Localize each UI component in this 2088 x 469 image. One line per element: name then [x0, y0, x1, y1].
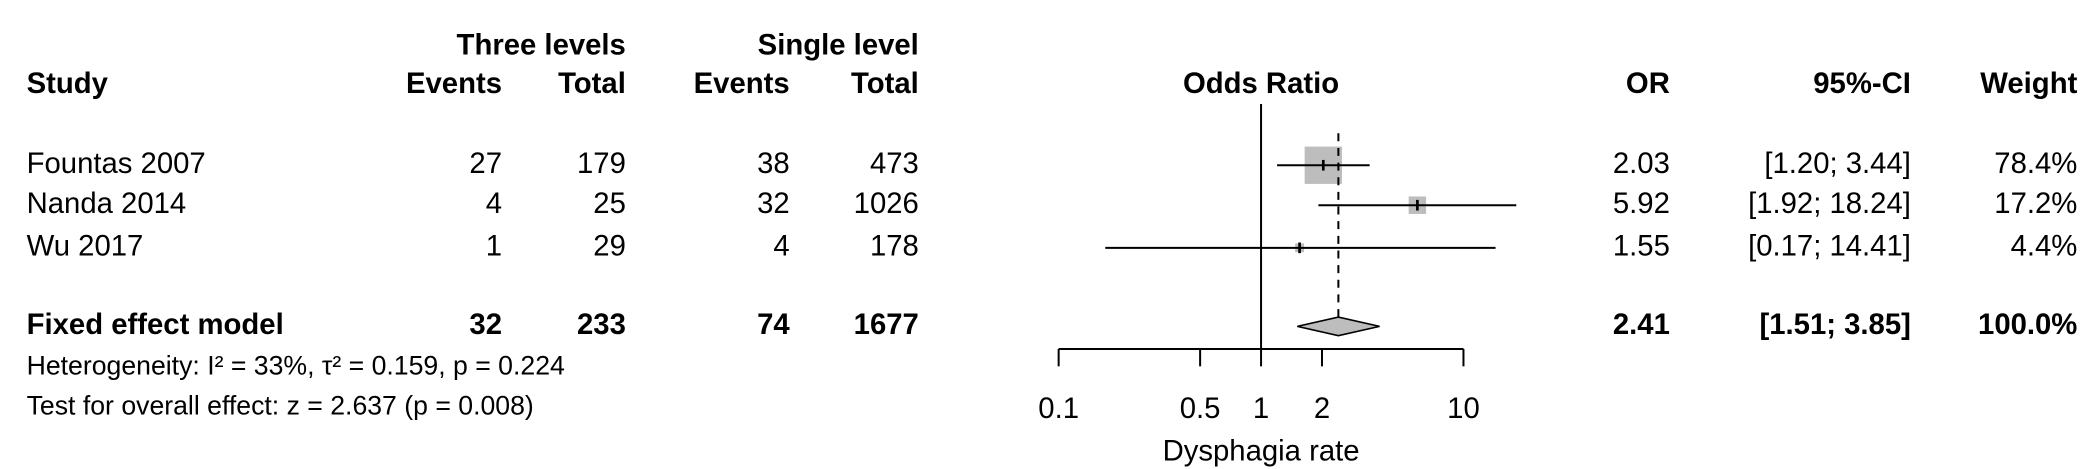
heterogeneity: Heterogeneity: I² = 33%, τ² = 0.159, p =… [27, 351, 565, 381]
cell: [1.92; 18.24] [1748, 187, 1911, 220]
cell: 29 [593, 230, 626, 263]
cell: Nanda 2014 [27, 187, 187, 220]
cell: 32 [757, 187, 790, 220]
group-header: Three levels [457, 28, 626, 61]
x-tick-label: 0.5 [1180, 392, 1221, 425]
cell: 32 [469, 308, 502, 341]
column-header: Events [406, 67, 502, 100]
cell: 27 [469, 147, 502, 180]
cell: 2.03 [1613, 147, 1670, 180]
cell: 5.92 [1613, 187, 1670, 220]
column-header: Odds Ratio [1183, 67, 1339, 100]
column-header: Study [27, 67, 109, 100]
x-tick-label: 10 [1447, 392, 1480, 425]
cell: 4.4% [2011, 230, 2078, 263]
cell: 473 [870, 147, 919, 180]
cell: 4 [486, 187, 502, 220]
cell: 25 [593, 187, 626, 220]
column-header: Total [558, 67, 626, 100]
pooled-diamond [1297, 316, 1380, 337]
overall-effect: Test for overall effect: z = 2.637 (p = … [27, 391, 534, 421]
cell: 1.55 [1613, 230, 1670, 263]
cell: 78.4% [1994, 147, 2077, 180]
cell: 1026 [854, 187, 919, 220]
x-tick-label: 0.1 [1038, 392, 1079, 425]
cell: [0.17; 14.41] [1748, 230, 1911, 263]
cell: 2.41 [1613, 308, 1670, 341]
column-header: OR [1626, 67, 1670, 100]
cell: Wu 2017 [27, 230, 144, 263]
cell: Fountas 2007 [27, 147, 206, 180]
cell: 1677 [854, 308, 919, 341]
column-header: Events [694, 67, 790, 100]
cell: [1.20; 3.44] [1764, 147, 1911, 180]
x-axis-label: Dysphagia rate [1163, 435, 1360, 468]
column-header: Weight [1980, 67, 2077, 100]
cell: 38 [757, 147, 790, 180]
cell: 179 [577, 147, 626, 180]
group-header: Single level [758, 28, 919, 61]
cell: [1.51; 3.85] [1760, 308, 1911, 341]
cell: 1 [486, 230, 502, 263]
x-tick-label: 2 [1314, 392, 1330, 425]
cell: Fixed effect model [27, 308, 284, 341]
cell: 178 [870, 230, 919, 263]
cell: 17.2% [1994, 187, 2077, 220]
column-header: Total [851, 67, 919, 100]
cell: 4 [773, 230, 789, 263]
cell: 100.0% [1978, 308, 2077, 341]
x-tick-label: 1 [1253, 392, 1269, 425]
cell: 74 [757, 308, 790, 341]
cell: 233 [577, 308, 626, 341]
column-header: 95%-CI [1813, 67, 1911, 100]
